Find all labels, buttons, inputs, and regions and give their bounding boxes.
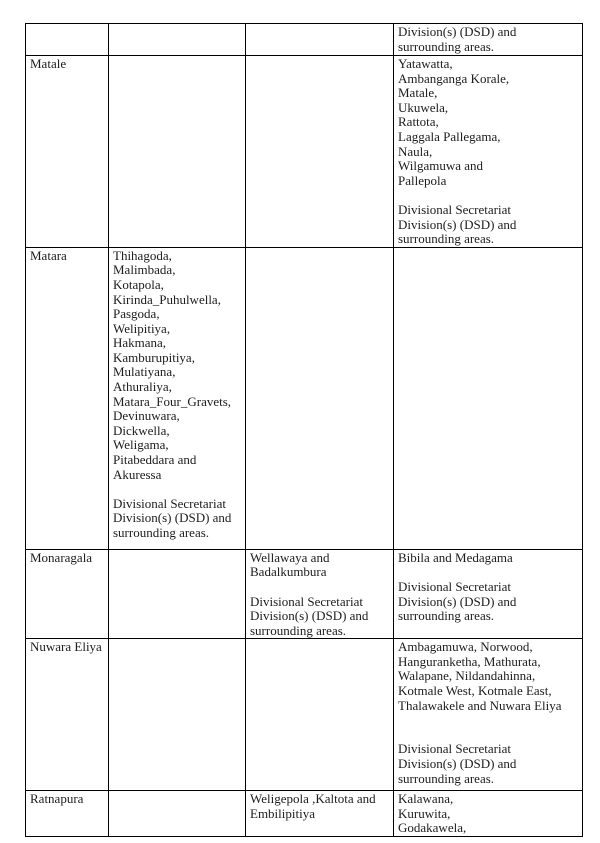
table-row-ratnapura: Ratnapura Weligepola ,Kaltota and Embili… — [25, 790, 583, 838]
table-row-monaragala: Monaragala Wellawaya and Badalkumbura Di… — [25, 548, 583, 640]
cell-empty — [245, 246, 394, 550]
district-label: Monaragala — [30, 549, 93, 565]
cell-district-matale: Matale — [25, 55, 109, 248]
district-label: Nuwara Eliya — [30, 639, 102, 655]
cell-district-nuwara-eliya: Nuwara Eliya — [25, 638, 109, 792]
cell-matale-divisions: Yatawatta, Ambanganga Korale, Matale, Uk… — [393, 55, 583, 248]
cell-empty — [245, 55, 394, 248]
divisions-list: Bibila and Medagama Divisional Secretari… — [398, 549, 517, 624]
cell-empty — [108, 23, 246, 56]
divisions-list: Thihagoda, Malimbada, Kotapola, Kirinda_… — [113, 247, 232, 540]
cell-empty — [108, 790, 246, 838]
divisions-list: Kalawana, Kuruwita, Godakawela, — [398, 791, 467, 836]
cell-empty — [108, 55, 246, 248]
divisions-list: Yatawatta, Ambanganga Korale, Matale, Uk… — [398, 56, 517, 247]
district-label: Matara — [30, 247, 67, 263]
cell-empty — [393, 246, 583, 550]
table-row-matale: Matale Yatawatta, Ambanganga Korale, Mat… — [25, 55, 583, 248]
cell-ratnapura-divisions: Weligepola ,Kaltota and Embilipitiya — [245, 790, 394, 838]
cell-empty — [245, 638, 394, 792]
cell-dsd-continued: Division(s) (DSD) and surrounding areas. — [393, 23, 583, 56]
cell-matara-divisions: Thihagoda, Malimbada, Kotapola, Kirinda_… — [108, 246, 246, 550]
cell-nuwara-eliya-divisions: Ambagamuwa, Norwood, Hanguranketha, Math… — [393, 638, 583, 792]
cell-empty — [245, 23, 394, 56]
district-label: Matale — [30, 56, 67, 71]
table-row-continuation: Division(s) (DSD) and surrounding areas. — [25, 23, 583, 56]
cell-empty — [108, 638, 246, 792]
cell-monaragala-divisions: Wellawaya and Badalkumbura Divisional Se… — [245, 548, 394, 640]
cell-district-monaragala: Monaragala — [25, 548, 109, 640]
cell-text: Division(s) (DSD) and surrounding areas. — [398, 24, 517, 54]
table-row-matara: Matara Thihagoda, Malimbada, Kotapola, K… — [25, 246, 583, 550]
cell-ratnapura-divisions-2: Kalawana, Kuruwita, Godakawela, — [393, 790, 583, 838]
divisions-list: Weligepola ,Kaltota and Embilipitiya — [250, 791, 376, 821]
divisions-list: Ambagamuwa, Norwood, Hanguranketha, Math… — [398, 639, 562, 786]
district-areas-table: Division(s) (DSD) and surrounding areas.… — [25, 23, 583, 838]
divisions-list: Wellawaya and Badalkumbura Divisional Se… — [250, 549, 369, 638]
table-row-nuwara-eliya: Nuwara Eliya Ambagamuwa, Norwood, Hangur… — [25, 638, 583, 792]
cell-district-matara: Matara — [25, 246, 109, 550]
cell-district-ratnapura: Ratnapura — [25, 790, 109, 838]
cell-empty — [108, 548, 246, 640]
cell-district-empty — [25, 23, 109, 56]
cell-monaragala-divisions-2: Bibila and Medagama Divisional Secretari… — [393, 548, 583, 640]
district-label: Ratnapura — [30, 791, 84, 807]
